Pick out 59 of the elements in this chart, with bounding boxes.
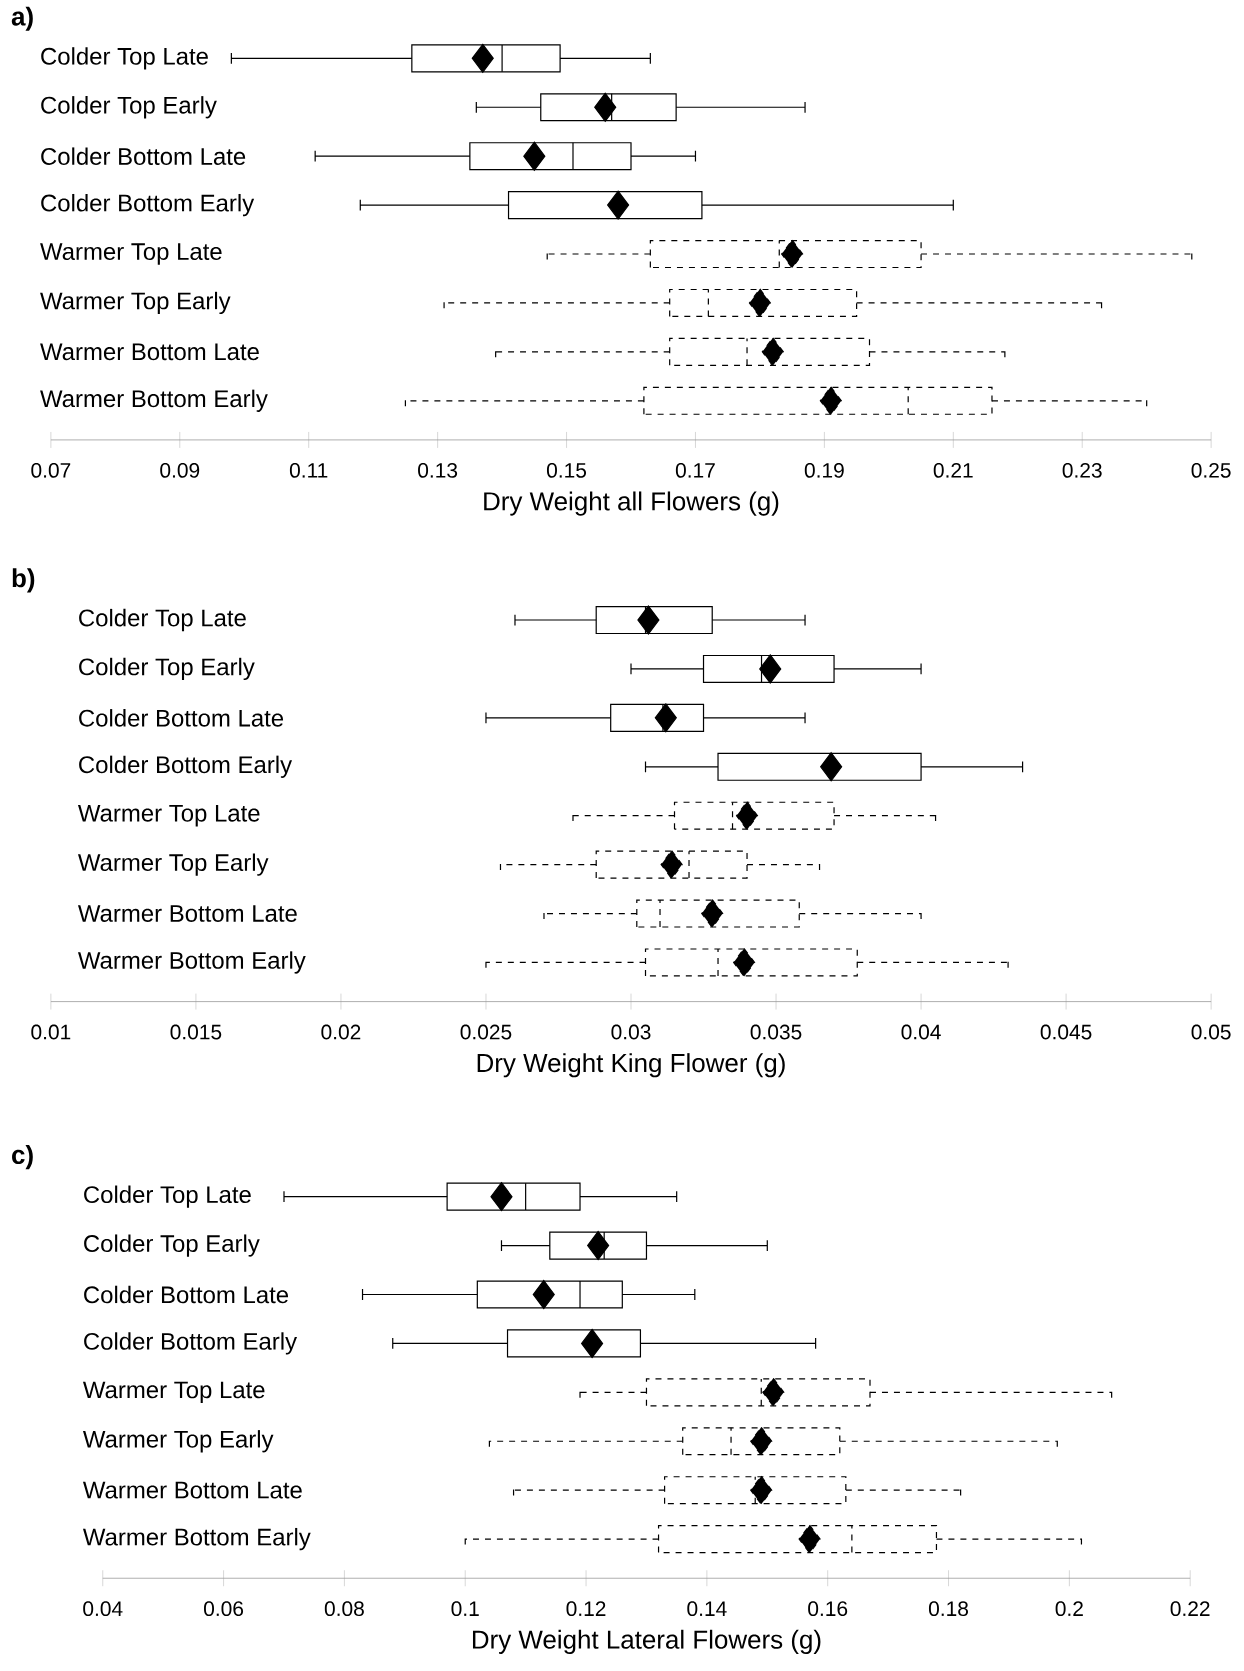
x-axis-title: Dry Weight Lateral Flowers (g)	[472, 1629, 821, 1654]
y-tick-label: Warmer Top Late	[40, 243, 222, 265]
y-tick-label: Warmer Bottom Early	[77, 951, 306, 974]
x-tick-label: 0.25	[1191, 462, 1231, 478]
y-tick-label: Warmer Top Late	[77, 804, 260, 827]
x-tick-label: 0.05	[1191, 1024, 1231, 1040]
y-tick-label: Colder Bottom Late	[84, 1285, 289, 1304]
x-axis-title: Dry Weight King Flower (g)	[477, 1053, 785, 1078]
y-tick-label: Warmer Top Early	[40, 291, 231, 315]
x-tick-label: 0.02	[321, 1024, 361, 1040]
x-tick-label: 0.09	[160, 462, 200, 478]
x-tick-label: 0.03	[611, 1024, 651, 1040]
x-tick-label: 0.04	[901, 1024, 941, 1040]
x-tick-label: 0.22	[1170, 1601, 1210, 1617]
y-tick-label: Warmer Bottom Late	[40, 343, 259, 361]
x-tick-label: 0.035	[750, 1024, 802, 1040]
y-tick-label: Colder Top Late	[79, 608, 246, 632]
y-tick-label: Colder Top Early	[79, 657, 255, 681]
x-tick-label: 0.17	[675, 462, 715, 478]
y-tick-label: Colder Top Late	[84, 1185, 251, 1208]
x-tick-label: 0.04	[83, 1601, 123, 1617]
x-tick-label: 0.14	[687, 1601, 727, 1617]
y-tick-label: Colder Bottom Early	[41, 193, 255, 217]
x-tick-label: 0.21	[933, 462, 973, 478]
y-tick-label: Warmer Bottom Late	[77, 905, 297, 922]
y-tick-label: Colder Bottom Early	[79, 755, 293, 778]
x-tick-label: 0.025	[460, 1024, 512, 1040]
y-tick-label: Colder Bottom Late	[79, 709, 284, 727]
x-tick-label: 0.18	[928, 1601, 968, 1617]
y-tick-label: Warmer Top Early	[77, 853, 269, 876]
x-tick-label: 0.11	[289, 462, 328, 478]
x-tick-label: 0.19	[804, 462, 844, 478]
y-tick-label: Colder Bottom Early	[84, 1332, 297, 1355]
x-tick-label: 0.08	[324, 1601, 364, 1617]
y-tick-label: Colder Bottom Late	[41, 147, 246, 165]
x-tick-label: 0.01	[31, 1024, 71, 1040]
x-tick-label: 0.2	[1055, 1601, 1083, 1617]
y-tick-label: Colder Top Late	[41, 47, 208, 70]
chart-title: b)	[12, 568, 35, 593]
y-tick-label: Warmer Top Late	[82, 1381, 265, 1404]
y-tick-label: Colder Top Early	[41, 96, 217, 119]
chart-title: c)	[12, 1144, 33, 1170]
x-tick-label: 0.06	[203, 1601, 244, 1617]
y-tick-label: Warmer Top Early	[82, 1430, 274, 1453]
x-tick-label: 0.07	[31, 462, 71, 478]
chart-title: a)	[11, 6, 33, 31]
x-tick-label: 0.23	[1062, 462, 1102, 478]
y-tick-label: Warmer Bottom Early	[82, 1527, 311, 1551]
x-tick-label: 0.015	[170, 1024, 222, 1040]
x-tick-label: 0.13	[418, 462, 458, 478]
y-tick-label: Colder Top Early	[84, 1234, 260, 1257]
x-tick-label: 0.15	[546, 462, 587, 478]
x-tick-label: 0.1	[451, 1601, 479, 1617]
y-tick-label: Warmer Bottom Late	[82, 1481, 302, 1499]
x-tick-label: 0.12	[566, 1601, 606, 1617]
x-axis-title: Dry Weight all Flowers (g)	[484, 491, 779, 516]
x-tick-label: 0.045	[1040, 1024, 1092, 1040]
x-tick-label: 0.16	[808, 1601, 848, 1617]
y-tick-label: Warmer Bottom Early	[40, 389, 268, 412]
